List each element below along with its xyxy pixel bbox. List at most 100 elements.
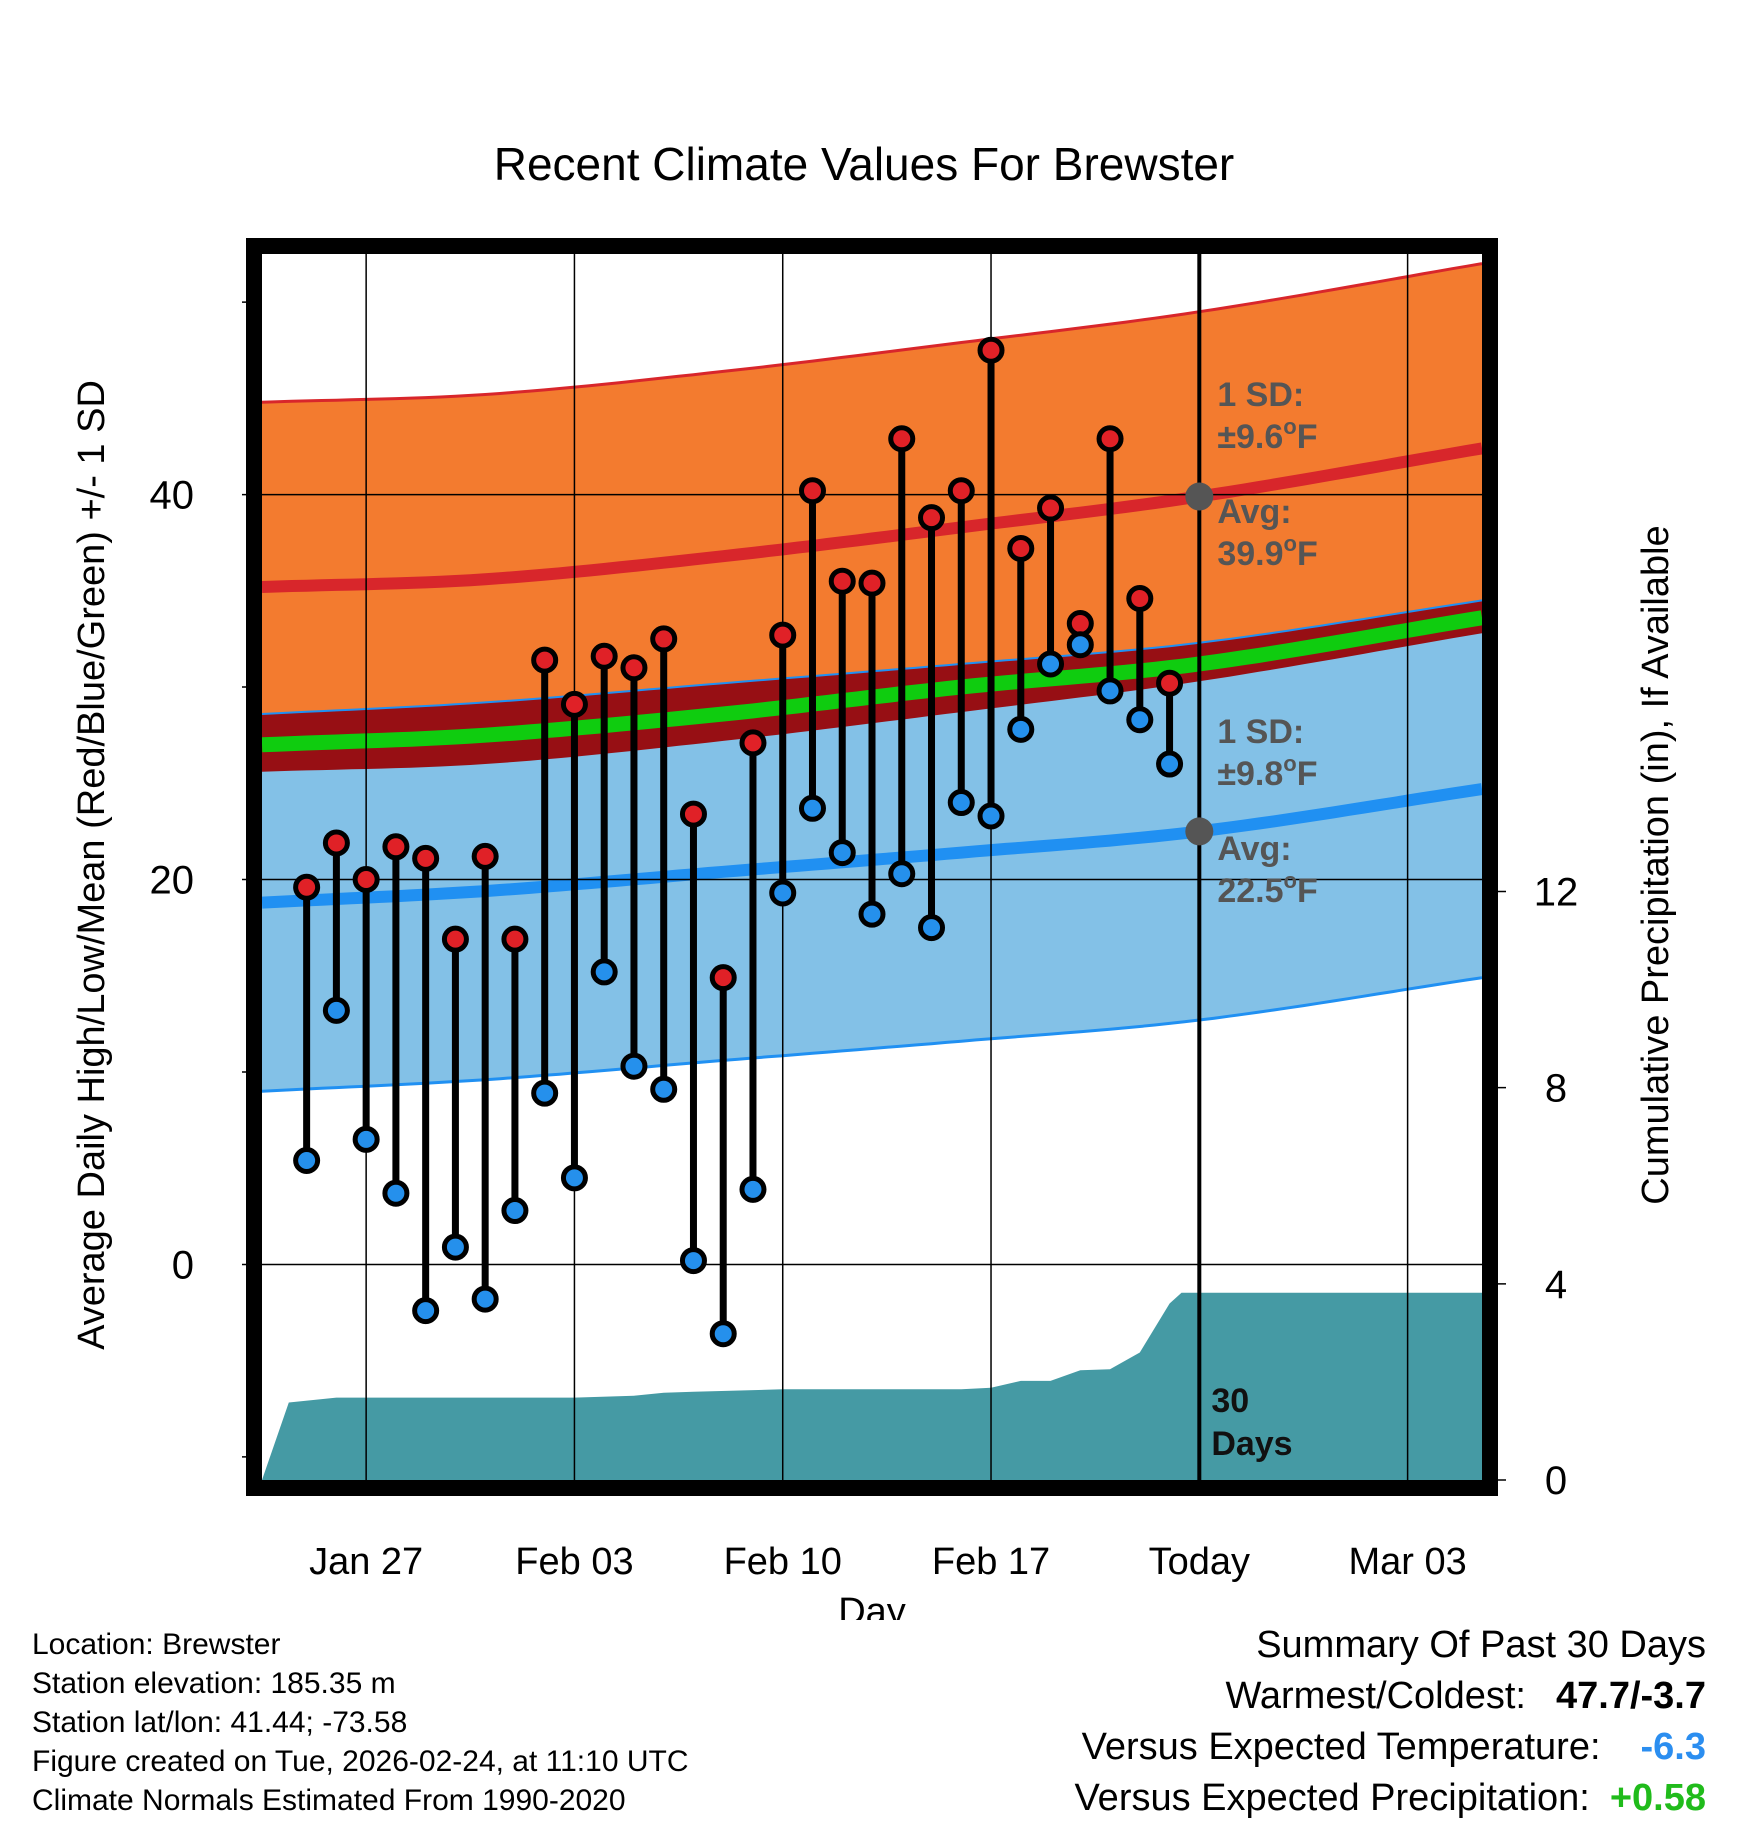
- high-sd-upper-line: [262, 262, 1482, 404]
- daily-low-point: [769, 879, 797, 907]
- daily-high-point: [679, 800, 707, 828]
- x-tick-label: Mar 03: [1348, 1541, 1466, 1583]
- daily-high-point: [858, 569, 886, 597]
- y-right-tick-label: 8: [1545, 1067, 1567, 1111]
- daily-high-point: [650, 625, 678, 653]
- daily-low-point: [471, 1285, 499, 1313]
- daily-high-point: [1156, 669, 1184, 697]
- temp-departure-value: -6.3: [1640, 1726, 1706, 1768]
- plot-frame: [246, 238, 1498, 1496]
- daily-low-point: [590, 958, 618, 986]
- warmest-label: Warmest/Coldest:: [1225, 1675, 1526, 1717]
- low-sd-lower-line: [262, 976, 1482, 1093]
- y-right-tick-label: 12: [1534, 871, 1579, 915]
- daily-high-point: [1007, 534, 1035, 562]
- window-label-line1: 30: [1211, 1382, 1249, 1420]
- high-avg-label-line1: Avg:: [1217, 493, 1291, 531]
- daily-high-point: [590, 642, 618, 670]
- latlon-text: Station lat/lon: 41.44; -73.58: [32, 1706, 408, 1739]
- daily-high-point: [947, 477, 975, 505]
- daily-low-point: [709, 1320, 737, 1348]
- daily-high-point: [1126, 585, 1154, 613]
- summary-row-temp: Versus Expected Temperature: -6.3: [1074, 1722, 1706, 1773]
- x-axis-label: Day: [838, 1591, 906, 1620]
- daily-high-point: [501, 925, 529, 953]
- y-right-tick-label: 4: [1545, 1263, 1567, 1307]
- daily-high-point: [977, 336, 1005, 364]
- y-left-tick-label: 20: [150, 859, 195, 903]
- x-tick-label: Jan 27: [309, 1541, 423, 1583]
- daily-low-point: [441, 1233, 469, 1261]
- precip-departure-value: +0.58: [1609, 1777, 1706, 1819]
- warmest-value: 47.7/-3.7: [1556, 1675, 1706, 1717]
- daily-low-point: [977, 802, 1005, 830]
- low-avg-label-line1: Avg:: [1217, 830, 1291, 868]
- daily-high-point: [531, 646, 559, 674]
- low-sd-label-line1: 1 SD:: [1217, 713, 1304, 751]
- daily-low-point: [620, 1052, 648, 1080]
- chart-title: Recent Climate Values For Brewster: [494, 138, 1235, 190]
- daily-high-point: [709, 964, 737, 992]
- daily-low-point: [888, 860, 916, 888]
- daily-high-point: [352, 866, 380, 894]
- daily-high-point: [471, 842, 499, 870]
- daily-low-point: [412, 1297, 440, 1325]
- daily-low-point: [501, 1197, 529, 1225]
- created-text: Figure created on Tue, 2026-02-24, at 11…: [32, 1745, 689, 1778]
- x-tick-label: Feb 10: [724, 1541, 842, 1583]
- daily-low-point: [1096, 677, 1124, 705]
- daily-low-point: [352, 1125, 380, 1153]
- daily-low-point: [947, 789, 975, 817]
- summary-title: Summary Of Past 30 Days: [1256, 1624, 1706, 1666]
- summary-row-precip: Versus Expected Precipitation: +0.58: [1074, 1773, 1706, 1824]
- high-sd-label-line1: 1 SD:: [1217, 376, 1304, 414]
- daily-low-point: [382, 1179, 410, 1207]
- daily-high-point: [412, 844, 440, 872]
- daily-high-point: [322, 829, 350, 857]
- daily-low-point: [1066, 631, 1094, 659]
- daily-low-point: [1037, 650, 1065, 678]
- daily-low-point: [322, 996, 350, 1024]
- normals-text: Climate Normals Estimated From 1990-2020: [32, 1784, 626, 1817]
- high-avg-label-line2: 39.9oF: [1217, 531, 1317, 573]
- low-sd-label-line2: ±9.8oF: [1217, 751, 1317, 793]
- daily-low-point: [858, 900, 886, 928]
- daily-low-point: [918, 914, 946, 942]
- precip-departure-label: Versus Expected Precipitation:: [1074, 1777, 1590, 1819]
- precip-area: [262, 1292, 1482, 1480]
- high-normal-line: [262, 442, 1482, 593]
- y-left-tick-label: 40: [150, 474, 195, 518]
- daily-low-point: [739, 1175, 767, 1203]
- daily-low-point: [650, 1075, 678, 1103]
- daily-high-point: [888, 425, 916, 453]
- today-high-avg-marker: [1185, 482, 1214, 511]
- elevation-text: Station elevation: 185.35 m: [32, 1667, 396, 1700]
- climate-chart: Recent Climate Values For Brewster 1 SD:…: [71, 138, 1677, 1620]
- daily-low-point: [1007, 715, 1035, 743]
- temp-departure-label: Versus Expected Temperature:: [1081, 1726, 1601, 1768]
- x-tick-label: Feb 03: [515, 1541, 633, 1583]
- summary-row-warmest: Warmest/Coldest: 47.7/-3.7: [1074, 1671, 1706, 1722]
- high-sd-label-line2: ±9.6oF: [1217, 414, 1317, 456]
- daily-low-point: [828, 839, 856, 867]
- y-axis-label-left: Average Daily High/Low/Mean (Red/Blue/Gr…: [71, 380, 113, 1350]
- daily-low-point: [679, 1247, 707, 1275]
- y-left-tick-label: 0: [172, 1243, 194, 1287]
- daily-high-point: [739, 729, 767, 757]
- daily-high-point: [382, 833, 410, 861]
- low-avg-label-line2: 22.5oF: [1217, 868, 1317, 910]
- daily-high-point: [769, 621, 797, 649]
- daily-low-point: [293, 1147, 321, 1175]
- y-axis-label-right: Cumulative Precipitation (in), If Availa…: [1635, 525, 1677, 1204]
- daily-high-point: [441, 925, 469, 953]
- location-text: Location: Brewster: [32, 1628, 281, 1661]
- x-tick-label: Today: [1149, 1541, 1250, 1583]
- daily-high-point: [798, 477, 826, 505]
- summary-panel: Summary Of Past 30 Days Warmest/Coldest:…: [1074, 1620, 1706, 1824]
- daily-high-point: [918, 504, 946, 532]
- daily-high-point: [1037, 494, 1065, 522]
- daily-high-point: [620, 654, 648, 682]
- daily-high-point: [828, 567, 856, 595]
- daily-low-point: [1126, 706, 1154, 734]
- daily-low-point: [1156, 750, 1184, 778]
